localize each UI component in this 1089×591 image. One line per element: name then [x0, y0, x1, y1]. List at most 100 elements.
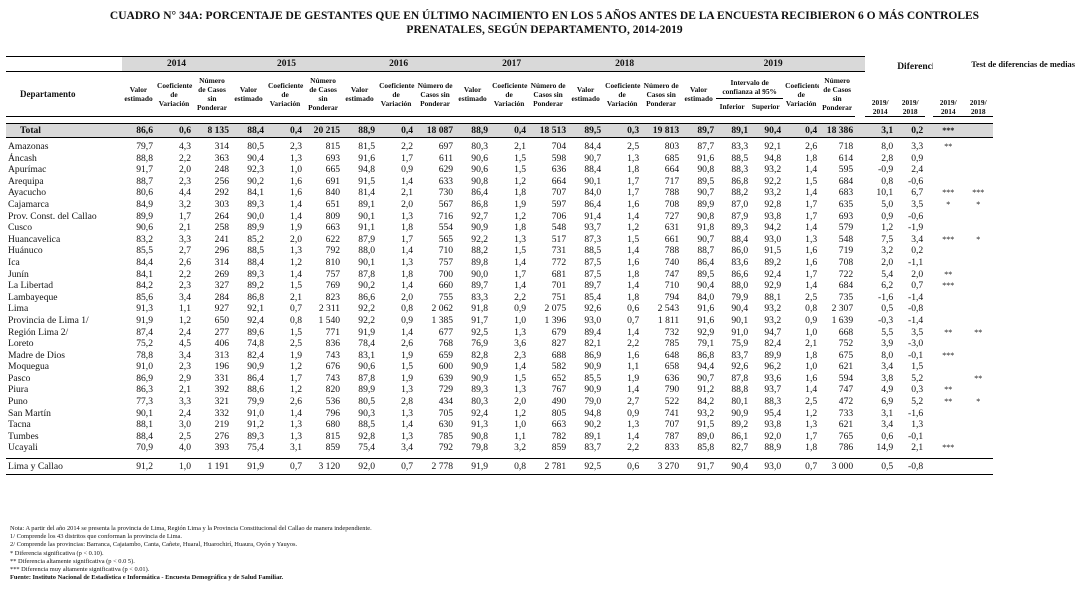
cell-value: 76,9: [471, 338, 489, 350]
sig-2019-2018: [963, 315, 993, 327]
cell-value: 89,1: [716, 123, 751, 138]
cell-value: 92,0: [342, 458, 378, 476]
cell-value: 1,6: [805, 245, 818, 257]
cell-value: 10,1: [876, 187, 894, 199]
cell-value: 1,5: [290, 326, 303, 338]
cell-value: 0,7: [911, 280, 924, 292]
cell-value: 81,4: [358, 187, 376, 199]
cell-value: 78,8: [136, 349, 153, 361]
sig-2019-2018: [963, 211, 993, 223]
cell-value: 90,1: [731, 314, 749, 326]
cell-value: 1,7: [805, 268, 818, 280]
cell-value: 83,3: [471, 291, 489, 303]
cell-value: 89,9: [136, 210, 153, 222]
sig-2019-2014: [933, 153, 963, 165]
cell-value: 90,4: [731, 303, 749, 315]
cell-value: 5,2: [911, 372, 924, 384]
sig-2019-2018: [963, 153, 993, 165]
cell-value: 1,1: [514, 430, 527, 442]
cell-value: 84,4: [584, 141, 602, 152]
cell-value: 2,2: [627, 338, 640, 350]
cell-value: 93,2: [764, 164, 782, 176]
cell-value: 92,5: [471, 326, 489, 338]
cell-value: -0,9: [878, 164, 894, 176]
cell-value: 91,7: [136, 164, 153, 176]
cell-value: 2,2: [627, 442, 640, 454]
cell-value: 0,4: [377, 123, 416, 138]
cell-value: 4,4: [179, 187, 191, 199]
cell-value: 2,4: [179, 326, 191, 338]
cell-value: 89,5: [697, 175, 715, 187]
sig-2019-2014: ***: [942, 188, 955, 198]
valor-header: Valor estimado: [122, 71, 155, 117]
note-2: 2/ Comprende las provincias: Barranca, C…: [10, 541, 298, 549]
cell-value: 2 543: [657, 303, 680, 315]
cell-value: 787: [664, 430, 680, 442]
cell-value: 0,4: [266, 123, 305, 138]
cell-value: 729: [438, 384, 454, 396]
cell-value: 74,8: [247, 338, 265, 350]
cell-value: 2,3: [514, 349, 527, 361]
cell-value: 90,8: [697, 210, 715, 222]
cell-value: 790: [664, 384, 680, 396]
cell-value: 87,4: [136, 326, 153, 338]
cell-value: 258: [214, 222, 230, 234]
cell-value: 731: [551, 245, 567, 257]
cell-value: 86,4: [697, 256, 715, 268]
cell-value: 741: [664, 407, 680, 419]
cell-value: 684: [838, 175, 854, 187]
cell-value: 80,3: [471, 396, 489, 408]
table-row: Áncash 88,8 2,2 363 90,4 1,3 693 91,6 1,7 611 90,6…: [6, 153, 1083, 165]
cell-value: 82,4: [247, 349, 265, 361]
cell-value: 83,3: [731, 141, 749, 152]
cell-value: 794: [664, 291, 680, 303]
cell-value: 2,6: [290, 396, 303, 408]
cell-value: 1,5: [911, 361, 924, 373]
cell-value: 2 075: [544, 303, 567, 315]
cell-value: 82,7: [731, 442, 749, 454]
cell-value: 79,1: [697, 338, 715, 350]
cell-value: 1,0: [805, 361, 818, 373]
cell-value: 2,3: [179, 175, 191, 187]
cell-value: 90,8: [471, 175, 489, 187]
cell-value: 668: [838, 326, 854, 338]
sig-2019-2014: [933, 373, 963, 385]
cell-value: 767: [551, 384, 567, 396]
cell-value: 91,2: [247, 419, 265, 431]
sig-2019-2018: [963, 384, 993, 396]
cell-value: 786: [838, 442, 854, 454]
cell-value: 313: [214, 349, 230, 361]
cell-value: 91,6: [358, 152, 376, 164]
cell-value: 91,5: [697, 419, 715, 431]
cell-value: 88,5: [731, 152, 749, 164]
cell-value: 89,1: [584, 430, 602, 442]
cell-value: 1,4: [290, 198, 303, 210]
cell-value: 90,7: [697, 233, 715, 245]
valor-header: Valor estimado: [455, 71, 491, 117]
cell-value: 548: [551, 222, 567, 234]
cell-value: 1,2: [881, 222, 894, 234]
cell-value: 83,2: [136, 233, 153, 245]
cell-value: 89,3: [247, 430, 265, 442]
cell-value: 90,4: [716, 458, 751, 476]
cell-value: 90,9: [584, 361, 602, 373]
cell-value: 1,9: [401, 349, 414, 361]
sig-2019-2018: [963, 442, 993, 454]
cell-value: 4,0: [179, 442, 191, 454]
test-header-1: 2019/ 2014: [933, 71, 964, 117]
cell-value: 732: [664, 326, 680, 338]
cell-value: 90,4: [697, 280, 715, 292]
cell-value: 81,5: [358, 141, 376, 152]
cell-value: 803: [664, 141, 680, 152]
cell-value: 321: [214, 396, 230, 408]
sig-2019-2018: [963, 176, 993, 188]
title-line-1: CUADRO N° 34A: PORCENTAJE DE GESTANTES Q…: [109, 10, 980, 22]
cell-value: 88,4: [584, 164, 602, 176]
cell-value: 90,7: [697, 187, 715, 199]
sig-2019-2018: [963, 292, 993, 304]
cell-value: 89,5: [697, 268, 715, 280]
cell-value: 92,6: [731, 361, 749, 373]
cell-value: 1,4: [290, 210, 303, 222]
cell-value: 757: [325, 268, 341, 280]
